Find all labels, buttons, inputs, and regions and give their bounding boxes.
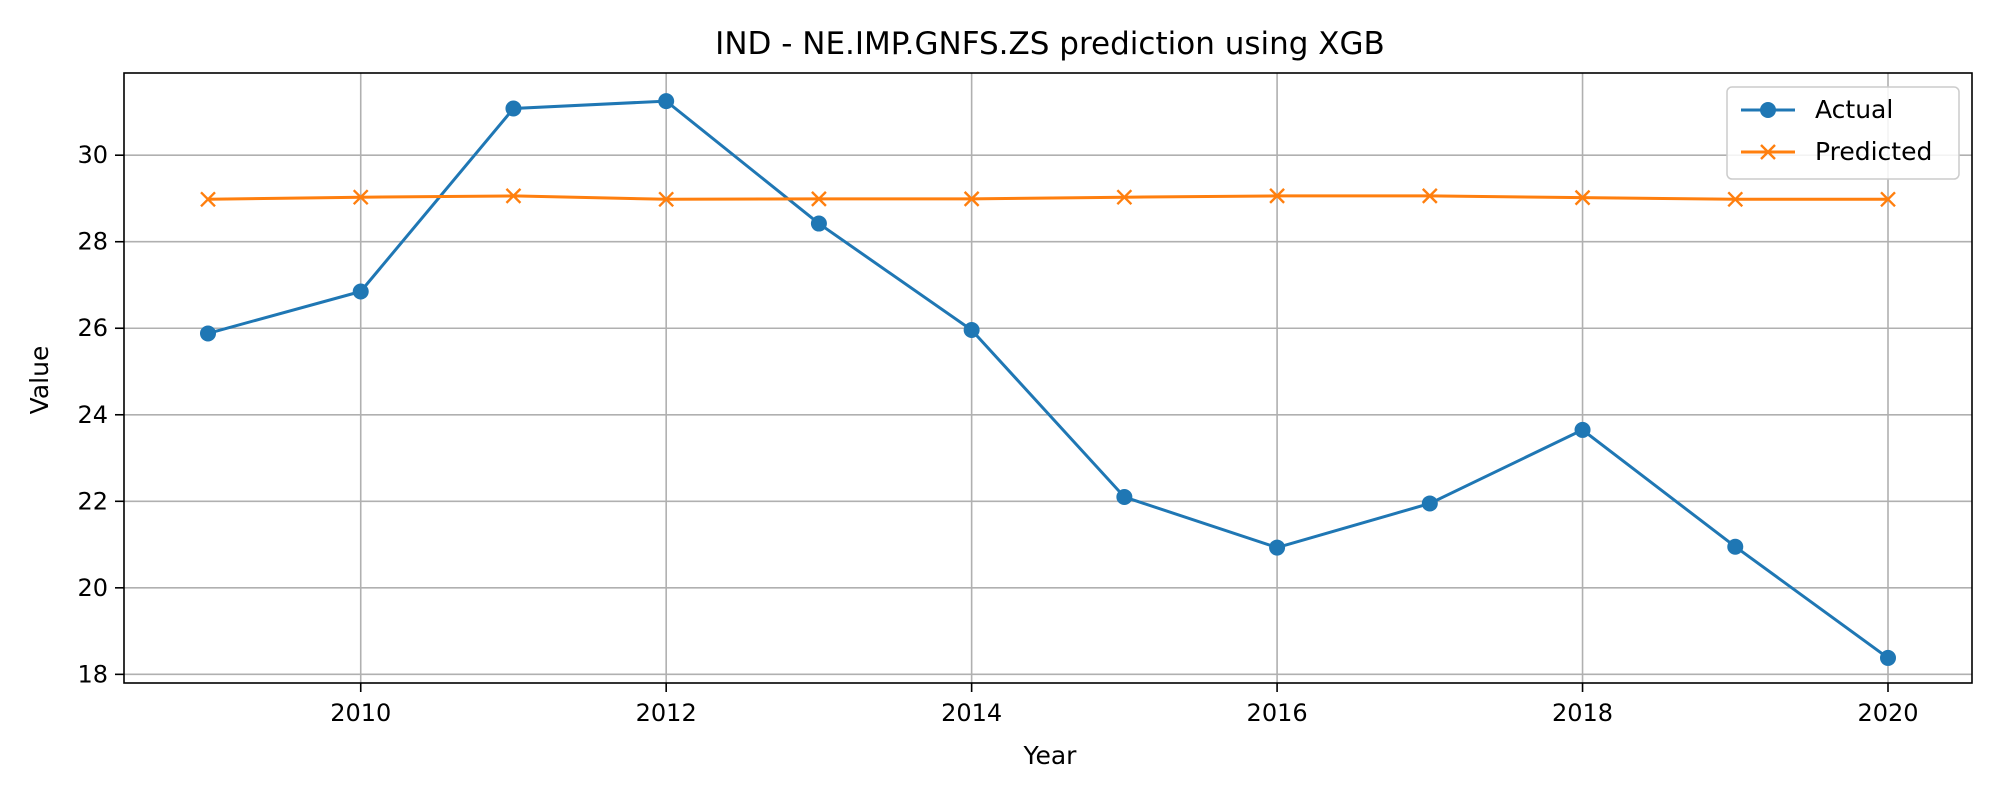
data-point-predicted	[1727, 191, 1744, 208]
data-point-predicted	[505, 188, 522, 204]
x-tick-label: 2012	[636, 699, 697, 727]
series-line-predicted	[207, 194, 1888, 201]
data-point-actual	[810, 215, 827, 232]
data-point-actual	[200, 325, 216, 342]
legend-marker-actual	[1760, 102, 1776, 118]
legend-marker-predicted	[1760, 144, 1776, 160]
data-point-actual	[505, 100, 522, 117]
data-point-actual	[1574, 421, 1591, 438]
y-tick-label: 18	[77, 660, 108, 688]
data-point-actual	[1116, 488, 1133, 505]
series-actual	[200, 93, 1896, 666]
legend-label-actual: Actual	[1815, 95, 1893, 124]
series-line-actual	[207, 99, 1889, 660]
tick-labels: 2010 2012 2014 2016 2018 2020 18 20 22 24 26 28 30	[77, 141, 1918, 727]
series-layer	[200, 93, 1896, 666]
y-axis-label: Value	[25, 346, 54, 415]
y-tick-label: 26	[77, 314, 108, 342]
legend-label-predicted: Predicted	[1815, 137, 1932, 166]
legend-item-actual: Actual	[1741, 95, 1893, 124]
x-axis-label: Year	[1023, 741, 1078, 770]
data-point-predicted	[963, 191, 980, 207]
chart-title: IND - NE.IMP.GNFS.ZS prediction using XG…	[715, 26, 1385, 62]
data-point-actual	[352, 283, 369, 300]
series-predicted	[200, 188, 1896, 208]
y-tick-label: 28	[77, 228, 108, 256]
data-point-actual	[1880, 649, 1896, 666]
data-point-predicted	[200, 191, 216, 208]
data-point-predicted	[1269, 188, 1285, 204]
data-point-predicted	[1574, 189, 1591, 206]
grid	[124, 73, 1972, 683]
data-point-predicted	[1421, 188, 1438, 204]
data-point-predicted	[658, 191, 675, 208]
data-point-actual	[658, 93, 675, 110]
x-tick-label: 2016	[1247, 699, 1308, 727]
y-tick-label: 22	[77, 487, 108, 515]
x-tick-label: 2014	[941, 699, 1002, 727]
y-tick-label: 24	[77, 401, 108, 429]
x-tick-label: 2020	[1857, 699, 1918, 727]
data-point-actual	[1727, 538, 1744, 555]
data-point-predicted	[1880, 191, 1896, 208]
data-point-predicted	[811, 191, 827, 207]
legend-item-predicted: Predicted	[1741, 137, 1932, 166]
data-point-predicted	[1116, 189, 1133, 206]
y-tick-label: 30	[77, 141, 108, 169]
x-tick-label: 2018	[1552, 699, 1613, 727]
data-point-actual	[1269, 539, 1286, 556]
plot-frame	[123, 72, 1973, 684]
legend: Actual Predicted	[1726, 86, 1960, 180]
data-point-actual	[1421, 495, 1438, 512]
data-point-actual	[963, 321, 980, 338]
x-tick-label: 2010	[330, 699, 391, 727]
y-tick-label: 20	[77, 574, 108, 602]
data-point-predicted	[352, 189, 369, 206]
